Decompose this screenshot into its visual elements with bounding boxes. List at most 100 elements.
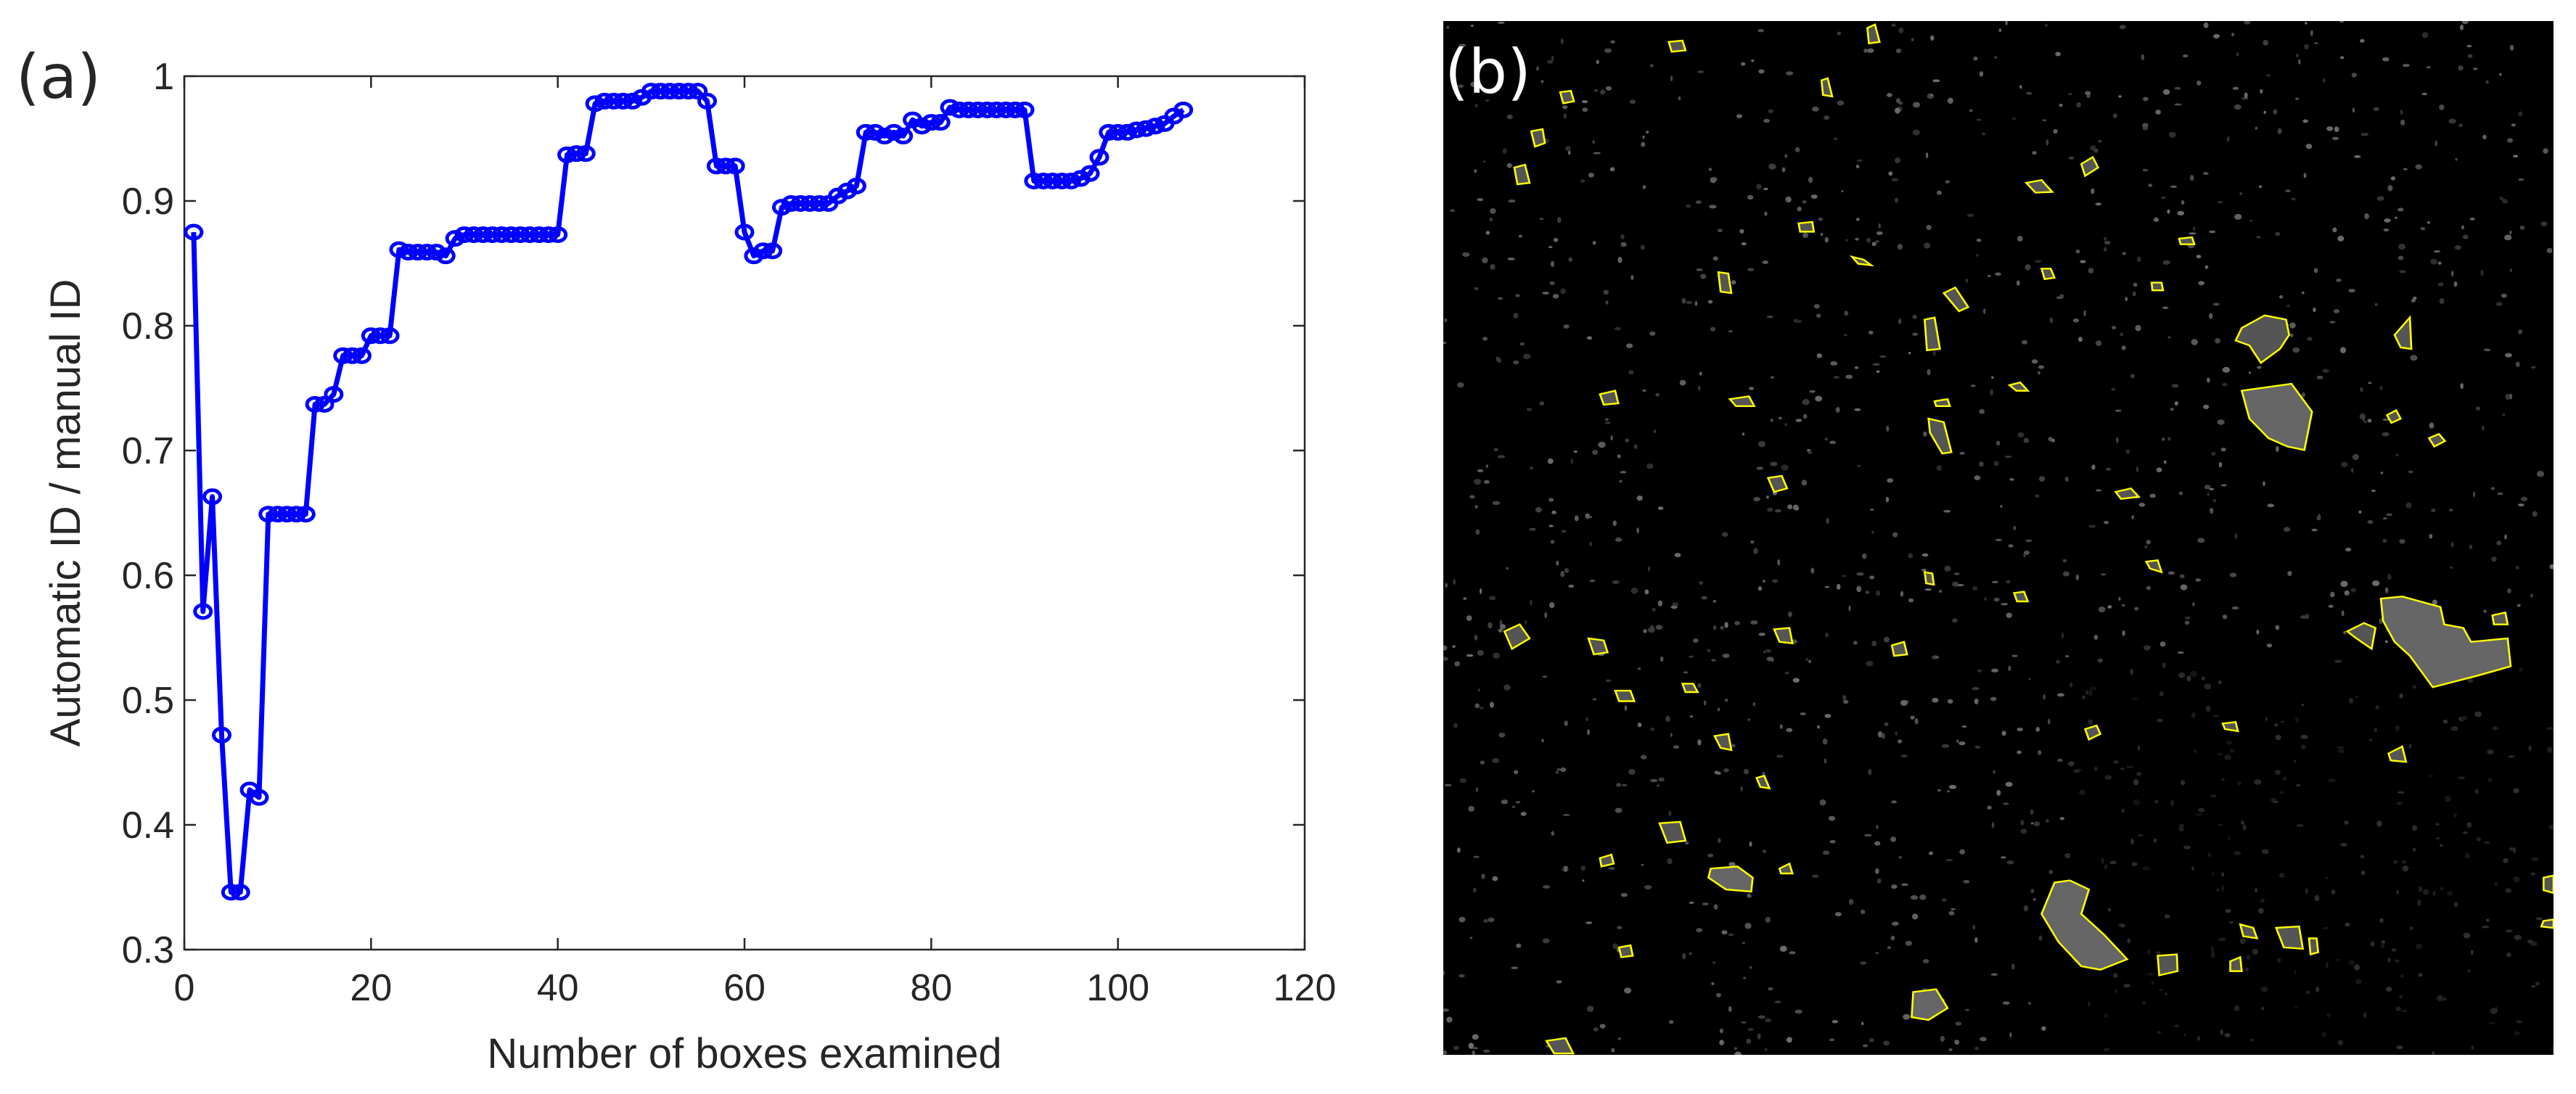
data-point (1145, 118, 1165, 135)
data-point (351, 347, 372, 364)
data-point (613, 92, 633, 110)
plot-area (183, 75, 1306, 951)
panel-label-a: (a) (16, 41, 101, 112)
data-point (295, 506, 316, 523)
data-point (510, 226, 530, 243)
data-point (258, 506, 279, 523)
data-point (473, 226, 493, 243)
data-point (771, 199, 792, 216)
y-tick-label: 0.4 (122, 805, 174, 847)
data-point (520, 226, 540, 243)
y-tick-label: 0.7 (122, 430, 174, 472)
data-point (1136, 120, 1156, 137)
data-point (193, 603, 213, 620)
data-point (380, 327, 400, 345)
data-point (464, 226, 484, 243)
data-point (566, 145, 586, 163)
data-point (1051, 172, 1072, 189)
data-point (959, 101, 979, 118)
data-point (483, 226, 503, 243)
x-tick-label: 20 (350, 967, 392, 1009)
microscopy-image: (b) (1440, 17, 2556, 1058)
data-point (575, 145, 596, 163)
data-point (1108, 123, 1128, 141)
x-axis-label: Number of boxes examined (487, 1030, 1001, 1077)
data-point (660, 83, 680, 100)
data-point (370, 327, 390, 345)
y-tick-label: 0.5 (122, 680, 174, 722)
data-point (715, 157, 736, 175)
data-point (996, 101, 1016, 118)
data-point (753, 242, 774, 260)
line-chart: 0 20 40 60 80 100 120 0.3 0.4 0.5 0.6 0.7 0.8 0.9 1 N… (16, 41, 1337, 1077)
data-point (286, 506, 306, 523)
y-tick-label: 0.6 (122, 555, 174, 597)
x-tick-label: 0 (174, 967, 195, 1009)
y-tick-label: 0.3 (122, 929, 174, 971)
data-point (641, 83, 661, 100)
data-point (1014, 101, 1035, 118)
data-point (763, 242, 783, 260)
data-point (538, 226, 559, 243)
data-point (211, 726, 231, 744)
data-point (790, 194, 811, 212)
data-point (1061, 172, 1081, 189)
data-point (884, 123, 904, 141)
data-point (846, 177, 866, 194)
particle-outlines (1503, 23, 2555, 1055)
data-point (800, 194, 820, 212)
data-point (445, 230, 465, 247)
data-point (557, 146, 578, 163)
data-point (1080, 165, 1100, 182)
speckle-background (1440, 17, 2556, 1058)
data-point (491, 226, 512, 243)
data-point (856, 123, 876, 141)
data-point (1005, 101, 1025, 118)
data-point (865, 123, 885, 141)
data-point (893, 128, 914, 145)
x-tick-label: 60 (723, 967, 766, 1009)
data-point (1024, 172, 1044, 189)
data-point (1043, 172, 1063, 189)
data-point (781, 194, 801, 212)
data-point (688, 83, 708, 100)
data-point (669, 83, 689, 100)
data-point (268, 506, 288, 523)
data-point (221, 884, 241, 901)
data-point (1117, 123, 1138, 141)
data-point (361, 327, 381, 345)
data-point (230, 884, 250, 901)
data-point (333, 347, 353, 364)
data-point (529, 226, 549, 243)
data-point (968, 101, 988, 118)
y-axis-label: Automatic ID / manual ID (42, 279, 89, 747)
data-point (986, 101, 1006, 118)
data-point (202, 488, 223, 506)
data-point (426, 244, 446, 261)
y-tick-label: 1 (153, 56, 174, 98)
x-tick-label: 120 (1273, 967, 1337, 1009)
data-point (184, 223, 204, 241)
data-point (1099, 123, 1119, 141)
data-point (678, 83, 699, 100)
y-tick-label: 0.8 (122, 305, 174, 347)
x-tick-label: 80 (910, 967, 952, 1009)
data-point (398, 244, 419, 261)
data-point (706, 157, 726, 175)
data-point (324, 386, 344, 403)
data-point (977, 101, 998, 118)
data-point (305, 395, 325, 413)
data-point (697, 92, 718, 110)
data-point (314, 395, 335, 413)
data-point (650, 83, 670, 100)
data-point (921, 114, 941, 131)
data-point (930, 114, 951, 131)
data-point (725, 157, 745, 175)
data-point (408, 244, 428, 261)
data-point (548, 226, 568, 243)
data-point (911, 118, 932, 135)
data-point (1089, 149, 1109, 166)
x-tick-label: 100 (1086, 967, 1149, 1009)
data-point (623, 92, 643, 110)
data-point (501, 226, 521, 243)
